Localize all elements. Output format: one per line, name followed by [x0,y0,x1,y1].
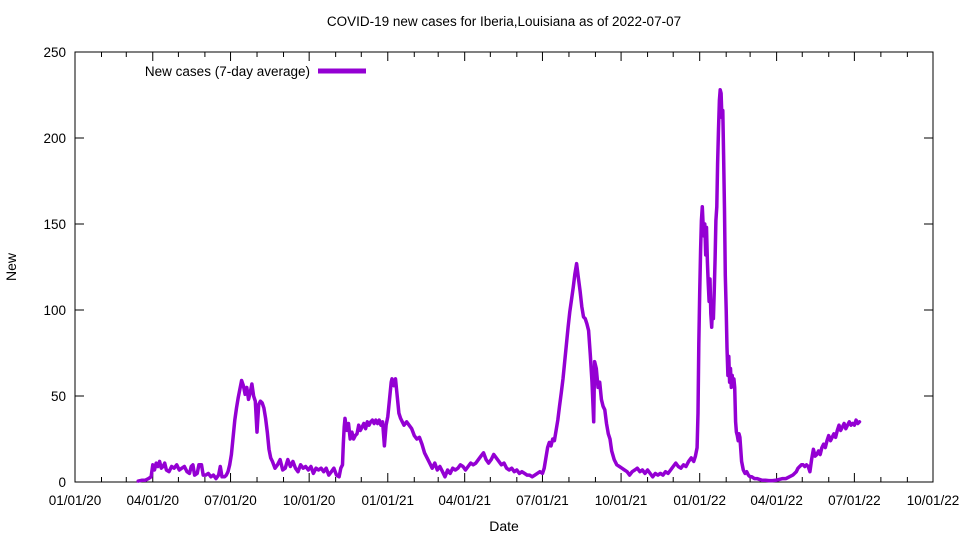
x-tick-label: 04/01/22 [750,493,803,508]
legend: New cases (7-day average) [145,64,366,79]
x-tick-label: 04/01/20 [126,493,179,508]
plot-border [74,51,934,483]
axis-ticks [74,51,934,483]
y-tick-label: 50 [51,389,66,404]
y-axis-label: New [3,252,19,281]
x-tick-label: 01/01/21 [361,493,414,508]
x-tick-label: 07/01/21 [516,493,569,508]
x-tick-label: 10/01/20 [283,493,336,508]
chart-title: COVID-19 new cases for Iberia,Louisiana … [326,14,682,29]
y-tick-label: 250 [43,45,66,60]
cases-line [136,88,862,483]
y-axis-tick-labels: 0 50 100 150 200 250 [43,45,66,490]
y-tick-label: 200 [43,131,66,146]
x-tick-label: 01/01/22 [673,493,726,508]
legend-label: New cases (7-day average) [145,64,310,79]
x-tick-label: 01/01/20 [49,493,102,508]
x-tick-label: 07/01/20 [204,493,257,508]
x-axis-tick-labels: 01/01/20 04/01/20 07/01/20 10/01/20 01/01/21… [49,493,960,508]
x-tick-label: 10/01/21 [595,493,648,508]
x-tick-label: 04/01/21 [438,493,491,508]
y-tick-label: 150 [43,217,66,232]
x-tick-label: 10/01/22 [907,493,960,508]
y-tick-label: 100 [43,303,66,318]
x-axis-label: Date [489,518,519,534]
y-tick-label: 0 [58,475,66,490]
x-tick-label: 07/01/22 [828,493,881,508]
